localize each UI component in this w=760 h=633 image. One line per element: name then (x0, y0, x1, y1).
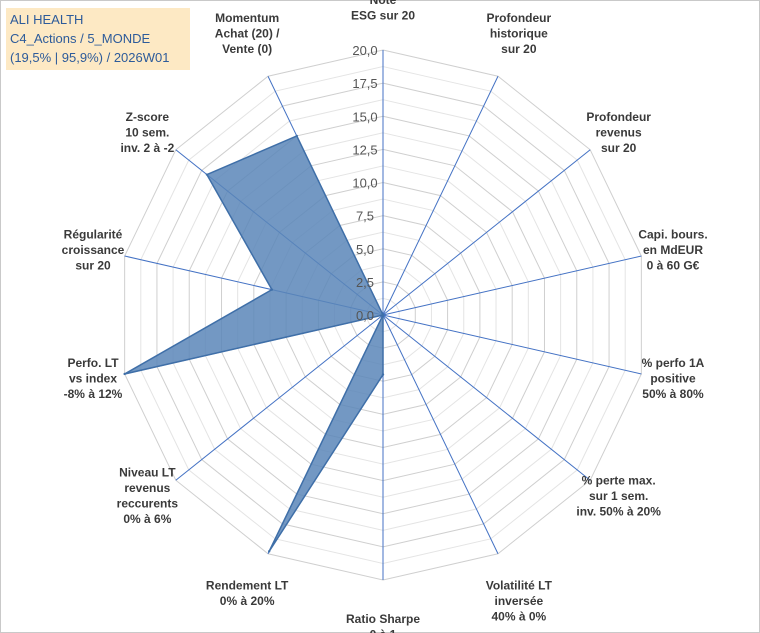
axis-label: sur 20 (75, 258, 111, 272)
axis-label: Niveau LT (119, 466, 176, 480)
axis-spoke (382, 255, 642, 316)
axis-label: 50% à 80% (642, 387, 704, 401)
axis-label: Momentum (215, 11, 279, 25)
axis-label: Régularité (64, 227, 123, 241)
stock-name: ALI HEALTH (10, 12, 84, 27)
data-point (205, 173, 209, 176)
axis-label: historique (490, 27, 548, 41)
axis-label: Profondeur (487, 11, 552, 25)
axis-label: Ratio Sharpe (346, 612, 420, 626)
tick-label: 2,5 (356, 275, 374, 290)
axis-label: 0% à 6% (123, 512, 171, 526)
axis-label: 40% à 0% (491, 609, 546, 623)
axis-label: 0 à 1 (370, 628, 397, 633)
data-point (381, 373, 385, 376)
axis-label: % perte max. (582, 473, 656, 487)
axis-label: inv. 50% à 20% (576, 504, 661, 518)
axis-label: Profondeur (586, 110, 651, 124)
axis-label: Capi. bours. (638, 227, 707, 241)
tick-label: 17,5 (352, 76, 377, 91)
data-point (267, 550, 271, 553)
axis-label: Rendement LT (206, 578, 289, 592)
data-point (381, 313, 385, 317)
tick-label: 20,0 (352, 43, 377, 58)
axis-spoke (382, 149, 591, 316)
axis-spoke (382, 314, 642, 375)
axis-spoke (382, 314, 591, 481)
tick-label: 12,5 (352, 142, 377, 157)
axis-label: inversée (494, 594, 543, 608)
axis-label: croissance (62, 243, 125, 257)
axis-label: Perfo. LT (67, 356, 119, 370)
tick-label: 5,0 (356, 242, 374, 257)
axis-label: Achat (20) / (215, 27, 280, 41)
axis-label: sur 20 (501, 42, 537, 56)
axis-label: revenus (124, 481, 170, 495)
axis-label: sur 20 (601, 141, 637, 155)
score-period-label: (19,5% | 95,9%) / 2026W01 (10, 50, 170, 65)
axis-spoke (382, 314, 499, 554)
tick-label: 7,5 (356, 209, 374, 224)
axis-spoke (175, 314, 384, 481)
axis-label: vs index (69, 372, 117, 386)
axis-label: Vente (0) (222, 42, 272, 56)
data-point (270, 288, 274, 291)
axis-label: Volatilité LT (486, 578, 553, 592)
data-point (123, 372, 126, 376)
axis-label: sur 1 sem. (589, 489, 648, 503)
tick-label: 0,0 (356, 308, 374, 323)
axis-label: 10 sem. (125, 126, 169, 140)
axis-label: 0% à 20% (220, 594, 275, 608)
tick-label: 15,0 (352, 109, 377, 124)
axis-label: inv. 2 à -2 (120, 141, 174, 155)
axis-label: % perfo 1A (642, 356, 705, 370)
axis-label: en MdEUR (643, 243, 703, 257)
axis-label: revenus (596, 126, 642, 140)
axis-spoke (382, 76, 499, 316)
axis-label: positive (650, 372, 696, 386)
info-box: ALI HEALTH C4_Actions / 5_MONDE (19,5% |… (6, 8, 190, 70)
axis-label: reccurents (117, 497, 179, 511)
axis-label: 0 à 60 G€ (647, 258, 700, 272)
axis-label: Z-score (126, 110, 170, 124)
axis-label: ESG sur 20 (351, 9, 415, 23)
data-point (295, 134, 298, 138)
axis-label: Note (370, 0, 397, 7)
category-label: C4_Actions / 5_MONDE (10, 31, 151, 46)
axis-label: -8% à 12% (64, 387, 123, 401)
tick-label: 10,0 (352, 176, 377, 191)
